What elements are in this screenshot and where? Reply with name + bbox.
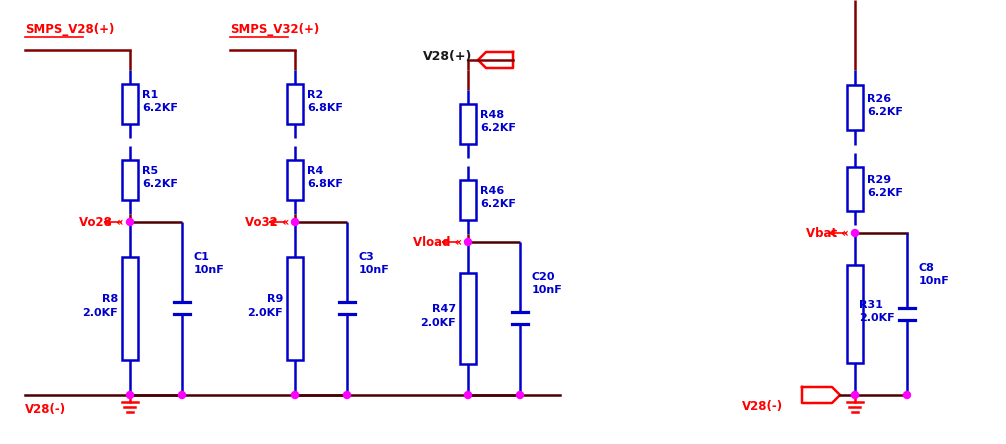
Text: Vbat «: Vbat « — [806, 226, 849, 239]
Text: R2: R2 — [307, 90, 323, 100]
Text: 6.2KF: 6.2KF — [480, 123, 516, 133]
Text: 6.8KF: 6.8KF — [307, 179, 343, 189]
Text: R31: R31 — [859, 300, 883, 310]
Text: Vload «: Vload « — [412, 235, 462, 249]
Text: Vo32 «: Vo32 « — [244, 215, 289, 229]
Text: SMPS_V32(+): SMPS_V32(+) — [230, 23, 319, 36]
Circle shape — [292, 392, 299, 399]
Bar — [460, 273, 476, 365]
Bar — [847, 266, 863, 363]
Text: C3: C3 — [359, 252, 375, 262]
Circle shape — [178, 392, 185, 399]
Text: 6.2KF: 6.2KF — [867, 107, 902, 116]
Text: R46: R46 — [480, 186, 504, 196]
Circle shape — [851, 392, 858, 399]
Text: 6.2KF: 6.2KF — [867, 188, 902, 198]
Circle shape — [127, 218, 134, 226]
Text: R47: R47 — [432, 305, 456, 314]
Bar — [122, 83, 138, 124]
Bar — [122, 159, 138, 200]
Text: SMPS_V28(+): SMPS_V28(+) — [25, 23, 115, 36]
Text: 6.2KF: 6.2KF — [142, 179, 178, 189]
Text: R8: R8 — [102, 294, 118, 305]
Bar — [122, 257, 138, 361]
Text: R29: R29 — [867, 175, 891, 185]
Text: 6.8KF: 6.8KF — [307, 103, 343, 113]
Text: 2.0KF: 2.0KF — [859, 313, 894, 323]
Circle shape — [127, 392, 134, 399]
Bar — [847, 167, 863, 210]
Text: 6.2KF: 6.2KF — [480, 199, 516, 209]
Text: R48: R48 — [480, 110, 504, 120]
Bar — [287, 257, 303, 361]
Text: 10nF: 10nF — [359, 265, 389, 275]
Text: R9: R9 — [267, 294, 283, 305]
Circle shape — [292, 218, 299, 226]
Text: R26: R26 — [867, 94, 891, 103]
Circle shape — [851, 230, 858, 237]
Text: C8: C8 — [919, 263, 935, 273]
Text: Vo28 «: Vo28 « — [79, 215, 124, 229]
Text: C20: C20 — [532, 272, 555, 282]
Text: R4: R4 — [307, 166, 323, 176]
Circle shape — [903, 392, 910, 399]
Circle shape — [465, 392, 472, 399]
Bar — [287, 83, 303, 124]
Circle shape — [343, 392, 350, 399]
Bar — [460, 103, 476, 144]
Text: C1: C1 — [194, 252, 210, 262]
Circle shape — [516, 392, 523, 399]
Text: 10nF: 10nF — [919, 276, 950, 286]
Circle shape — [465, 238, 472, 246]
Text: V28(+): V28(+) — [423, 49, 473, 63]
Text: 2.0KF: 2.0KF — [247, 308, 283, 317]
Text: V28(-): V28(-) — [742, 400, 783, 413]
Text: R1: R1 — [142, 90, 158, 100]
Bar — [460, 180, 476, 220]
Text: 10nF: 10nF — [194, 265, 224, 275]
Text: 6.2KF: 6.2KF — [142, 103, 178, 113]
Text: 2.0KF: 2.0KF — [421, 317, 456, 328]
Text: 10nF: 10nF — [532, 285, 562, 295]
Bar — [847, 85, 863, 130]
Bar — [287, 159, 303, 200]
Text: 2.0KF: 2.0KF — [82, 308, 118, 317]
Text: R5: R5 — [142, 166, 158, 176]
Text: V28(-): V28(-) — [25, 403, 66, 416]
